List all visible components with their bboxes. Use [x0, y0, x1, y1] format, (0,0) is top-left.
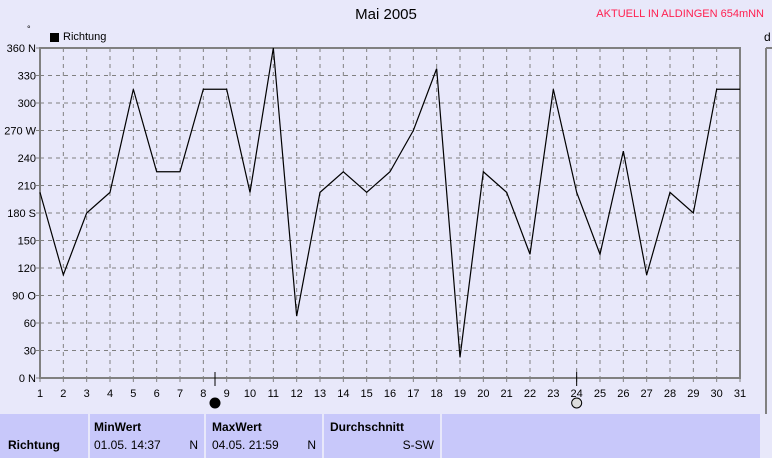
- x-tick-label: 19: [454, 388, 466, 400]
- avg-header: Durchschnitt: [330, 420, 405, 434]
- empty-cell: [442, 414, 762, 458]
- max-date: 04.05. 21:59: [212, 438, 279, 452]
- x-tick-label: 7: [177, 388, 183, 400]
- moon-phase-icon: [209, 397, 221, 409]
- y-tick-label: 330: [18, 71, 36, 83]
- x-tick-label: 29: [687, 388, 699, 400]
- max-value: N: [307, 438, 316, 452]
- x-tick-label: 24: [571, 388, 583, 400]
- y-tick-label: 300: [18, 98, 36, 110]
- chart: 1 2 3 4 5 6 7 8 9 10 11 12 13 14 15 16 17 18 19 20 21 22 23 24 2…: [4, 43, 772, 414]
- x-tick-label: 18: [431, 388, 443, 400]
- x-tick-label: 16: [384, 388, 396, 400]
- max-header: MaxWert: [212, 420, 262, 434]
- x-tick-label: 12: [291, 388, 303, 400]
- min-value: N: [189, 438, 198, 452]
- moon-phase-icon: [571, 397, 583, 409]
- x-tick-label: 11: [268, 388, 279, 400]
- x-tick-label: 13: [314, 388, 326, 400]
- x-tick-label: 4: [107, 388, 113, 400]
- min-header: MinWert: [94, 420, 142, 434]
- avg-cell: Durchschnitt S-SW: [324, 414, 442, 458]
- x-tick-label: 28: [664, 388, 676, 400]
- legend: Richtung: [50, 31, 106, 43]
- min-date: 01.05. 14:37: [94, 438, 161, 452]
- legend-label: Richtung: [63, 31, 107, 43]
- plot-frame: [39, 47, 741, 379]
- x-tick-label: 6: [154, 388, 160, 400]
- x-tick-label: 1: [37, 388, 43, 400]
- x-tick-label: 10: [244, 388, 256, 400]
- x-tick-label: 26: [617, 388, 629, 400]
- y-tick-label: 120: [18, 263, 36, 275]
- x-tick-label: 21: [501, 388, 513, 400]
- table-row-label-cell: Richtung: [0, 414, 90, 458]
- y-tick-label: 60: [24, 318, 36, 330]
- row-label: Richtung: [8, 438, 60, 452]
- y-tick-label: 180 S: [7, 208, 36, 220]
- x-tick-label: 23: [547, 388, 559, 400]
- y-tick-label: 240: [18, 153, 36, 165]
- x-tick-label: 14: [337, 388, 349, 400]
- x-tick-label: 25: [594, 388, 606, 400]
- x-tick-label: 15: [361, 388, 373, 400]
- x-tick-label: 5: [130, 388, 136, 400]
- y-tick-label: 210: [18, 181, 36, 193]
- x-tick-label: 8: [200, 388, 206, 400]
- x-tick-label: 27: [641, 388, 653, 400]
- chart-title: Mai 2005: [355, 6, 417, 23]
- y-tick-label: 30: [24, 346, 36, 358]
- x-tick-label: 2: [60, 388, 66, 400]
- series-line: [39, 47, 740, 358]
- right-panel-label: d: [764, 30, 771, 44]
- x-tick-label: 22: [524, 388, 536, 400]
- x-tick-label: 31: [734, 388, 746, 400]
- x-tick-label: 17: [407, 388, 419, 400]
- legend-swatch: [50, 32, 59, 42]
- y-tick-label: 360 N: [7, 43, 36, 55]
- max-cell: MaxWert 04.05. 21:59 N: [206, 414, 324, 458]
- y-tick-label: 270 W: [4, 126, 36, 138]
- y-tick-label: 150: [18, 236, 36, 248]
- x-tick-label: 30: [711, 388, 723, 400]
- x-tick-label: 3: [84, 388, 90, 400]
- min-cell: MinWert 01.05. 14:37 N: [90, 414, 206, 458]
- y-tick-label: 0 N: [19, 373, 36, 385]
- station-label: AKTUELL IN ALDINGEN 654mNN: [596, 8, 764, 20]
- x-tick-label: 20: [477, 388, 489, 400]
- unit-label: °: [27, 24, 31, 34]
- avg-value: S-SW: [402, 438, 434, 452]
- y-tick-label: 90 O: [12, 291, 36, 303]
- x-tick-label: 9: [224, 388, 230, 400]
